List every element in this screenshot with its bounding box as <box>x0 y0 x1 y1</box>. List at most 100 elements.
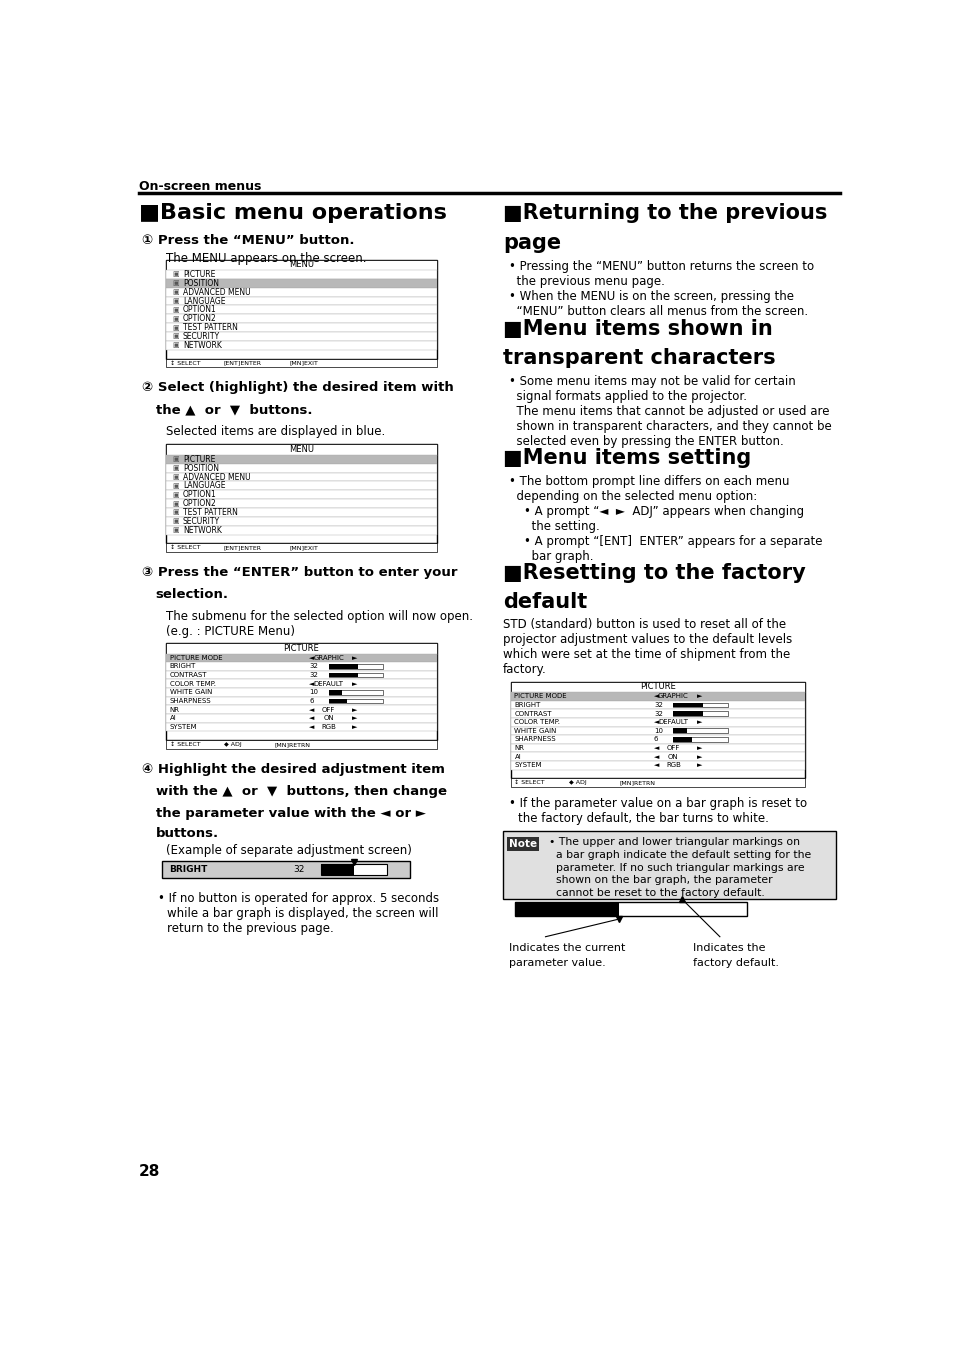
Text: 32: 32 <box>654 711 662 716</box>
Text: the previous menu page.: the previous menu page. <box>509 275 664 287</box>
Bar <box>510 761 804 770</box>
Text: WHITE GAIN: WHITE GAIN <box>514 728 557 734</box>
Bar <box>510 727 804 735</box>
Text: OFF: OFF <box>321 707 335 712</box>
Text: Note: Note <box>509 839 537 849</box>
Text: CONTRAST: CONTRAST <box>170 672 207 679</box>
Text: ▣: ▣ <box>172 527 178 533</box>
Text: ◄: ◄ <box>309 715 314 722</box>
Text: PICTURE MODE: PICTURE MODE <box>170 654 222 661</box>
Text: ③ Press the “ENTER” button to enter your: ③ Press the “ENTER” button to enter your <box>142 567 457 579</box>
Text: WHITE GAIN: WHITE GAIN <box>170 689 212 695</box>
Text: ↕ SELECT: ↕ SELECT <box>514 781 544 785</box>
Text: OPTION2: OPTION2 <box>183 314 216 324</box>
Bar <box>166 643 436 741</box>
Bar <box>166 670 436 680</box>
Bar <box>166 324 436 332</box>
Text: OPTION2: OPTION2 <box>183 499 216 509</box>
Bar <box>510 681 804 692</box>
Bar <box>510 700 804 710</box>
Text: ON: ON <box>323 715 334 722</box>
Text: (Example of separate adjustment screen): (Example of separate adjustment screen) <box>166 844 411 858</box>
Bar <box>166 688 436 696</box>
Text: ◄: ◄ <box>654 719 659 726</box>
Bar <box>328 664 358 669</box>
Text: ADVANCED MENU: ADVANCED MENU <box>183 287 250 297</box>
Text: SHARPNESS: SHARPNESS <box>514 737 556 742</box>
Text: ④ Highlight the desired adjustment item: ④ Highlight the desired adjustment item <box>142 762 445 776</box>
Text: ▣: ▣ <box>172 316 178 322</box>
Text: ◄: ◄ <box>309 681 314 687</box>
Bar <box>328 664 382 669</box>
Text: ◄: ◄ <box>654 762 659 769</box>
Bar <box>166 643 436 653</box>
Text: ▣: ▣ <box>172 325 178 331</box>
Text: selected even by pressing the ENTER button.: selected even by pressing the ENTER butt… <box>509 436 783 448</box>
Bar <box>166 444 436 455</box>
Text: ►: ► <box>696 719 701 726</box>
Text: TEST PATTERN: TEST PATTERN <box>183 324 237 332</box>
Text: ▣: ▣ <box>172 473 178 480</box>
Text: • Some menu items may not be valid for certain: • Some menu items may not be valid for c… <box>509 375 795 389</box>
Bar <box>166 741 436 749</box>
Text: ◆ ADJ: ◆ ADJ <box>568 781 586 785</box>
Text: ■Menu items shown in: ■Menu items shown in <box>502 318 772 339</box>
Text: 6: 6 <box>654 737 658 742</box>
Text: STD (standard) button is used to reset all of the: STD (standard) button is used to reset a… <box>502 618 785 631</box>
Bar <box>166 472 436 482</box>
Text: ■Returning to the previous: ■Returning to the previous <box>502 204 826 224</box>
Bar <box>673 728 727 734</box>
Text: ◆ ADJ: ◆ ADJ <box>224 742 241 747</box>
Text: the setting.: the setting. <box>509 519 599 533</box>
Text: the ▲  or  ▼  buttons.: the ▲ or ▼ buttons. <box>155 403 312 417</box>
Text: 32: 32 <box>309 672 317 679</box>
Text: [ENT]ENTER: [ENT]ENTER <box>224 545 262 550</box>
Text: ② Select (highlight) the desired item with: ② Select (highlight) the desired item wi… <box>142 382 454 394</box>
Bar <box>510 743 804 753</box>
Bar <box>166 482 436 490</box>
Text: TEST PATTERN: TEST PATTERN <box>183 509 237 517</box>
Text: factory default.: factory default. <box>692 958 778 967</box>
Text: POSITION: POSITION <box>183 464 218 472</box>
Text: AI: AI <box>514 754 520 759</box>
Text: ▣: ▣ <box>172 271 178 278</box>
Text: while a bar graph is displayed, the screen will: while a bar graph is displayed, the scre… <box>167 907 438 920</box>
Bar <box>510 735 804 743</box>
Text: PICTURE: PICTURE <box>639 683 675 691</box>
Text: ▣: ▣ <box>172 289 178 295</box>
Bar <box>166 444 436 544</box>
Text: factory.: factory. <box>502 662 546 676</box>
Text: return to the previous page.: return to the previous page. <box>167 923 334 935</box>
Bar <box>166 723 436 731</box>
Text: OPTION1: OPTION1 <box>183 305 216 314</box>
Text: RGB: RGB <box>321 724 335 730</box>
Bar <box>166 499 436 509</box>
Text: ◄: ◄ <box>309 724 314 730</box>
Text: ▣: ▣ <box>172 298 178 304</box>
Bar <box>166 259 436 359</box>
Text: COLOR TEMP.: COLOR TEMP. <box>514 719 560 726</box>
Text: ▣: ▣ <box>172 281 178 286</box>
Bar <box>673 728 686 734</box>
Text: cannot be reset to the factory default.: cannot be reset to the factory default. <box>549 888 764 897</box>
Text: • Pressing the “MENU” button returns the screen to: • Pressing the “MENU” button returns the… <box>509 259 813 272</box>
Text: a bar graph indicate the default setting for the: a bar graph indicate the default setting… <box>549 850 811 859</box>
Bar <box>166 297 436 305</box>
Text: ADVANCED MENU: ADVANCED MENU <box>183 472 250 482</box>
Bar <box>166 332 436 341</box>
Text: COLOR TEMP.: COLOR TEMP. <box>170 681 215 687</box>
Text: OFF: OFF <box>666 745 679 751</box>
Text: SHARPNESS: SHARPNESS <box>170 697 211 704</box>
Text: MENU: MENU <box>289 445 314 455</box>
Bar <box>510 681 804 778</box>
Text: ►: ► <box>352 707 356 712</box>
Text: • The upper and lower triangular markings on: • The upper and lower triangular marking… <box>549 838 800 847</box>
Bar <box>320 865 386 876</box>
Text: ◄: ◄ <box>654 745 659 751</box>
Text: parameter. If no such triangular markings are: parameter. If no such triangular marking… <box>549 862 804 873</box>
Text: ►: ► <box>352 681 356 687</box>
Bar <box>166 662 436 670</box>
Text: NR: NR <box>170 707 179 712</box>
Text: ►: ► <box>352 715 356 722</box>
Text: shown on the bar graph, the parameter: shown on the bar graph, the parameter <box>549 876 772 885</box>
